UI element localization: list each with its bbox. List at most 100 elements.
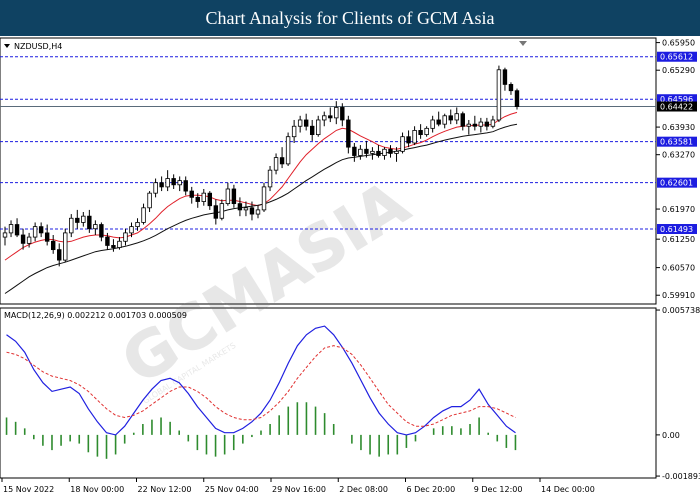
price-tick-label: 0.61250 [662,235,695,244]
level-price-tag [657,177,697,188]
candle-body [436,119,441,125]
time-tick-label: 2 Dec 08:00 [339,485,388,494]
time-tick-label: 18 Nov 00:00 [70,485,124,494]
signal-line [6,345,516,427]
candle-body [2,232,8,238]
level-price-tag [657,224,697,235]
candle-body [129,226,134,234]
candle-body [207,192,213,207]
candle-body [358,148,363,156]
candle-body [279,157,285,165]
candle-body [472,123,478,127]
candle-body [75,217,80,223]
candle-body [165,178,170,188]
chart-area: GCMASIA GLOBAL CAPITAL MARKETS 0.656120.… [0,37,700,494]
candle-body [406,136,411,144]
candle-body [249,207,255,215]
macd-line [6,325,516,436]
candle-body [514,90,520,107]
candle-body [87,215,92,230]
price-tick-label: 0.60570 [662,264,695,273]
candle-body [135,222,140,228]
candle-body [466,123,472,127]
time-tick-label: 29 Nov 16:00 [272,485,326,494]
candle-body [117,240,122,248]
candle-body [448,115,453,121]
candle-body [219,203,225,219]
ma-black-line [4,123,518,294]
candle-body [460,113,465,127]
candle-body [243,207,249,211]
candle-body [309,125,315,136]
candle-body [177,180,182,186]
time-tick-label: 9 Dec 12:00 [474,485,523,494]
candle-body [382,148,387,156]
macd-tick-label: 0.005738 [662,306,700,315]
candle-body [484,121,490,127]
price-tick-label: 0.65290 [662,66,695,75]
candle-body [57,249,62,261]
macd-tick-label: 0.00 [662,431,680,440]
candle-body [346,119,351,148]
time-tick-label: 6 Dec 20:00 [407,485,456,494]
price-axis: 0.65950 0.65290 0.63930 0.63270 0.61970 0.612… [656,39,700,481]
candle-body [213,205,219,219]
moving-averages [4,111,518,294]
candle-body [418,130,423,136]
macd-indicator [5,325,517,459]
level-price-label: 0.64422 [660,103,693,112]
candle-body [340,107,345,121]
candle-body [291,125,297,138]
price-tick-label: 0.63270 [662,151,695,160]
candle-body [430,119,435,129]
candle-body [111,245,116,248]
candle-body [171,178,176,186]
level-price-label: 0.65612 [660,53,693,62]
candle-body [201,192,206,202]
candle-body [20,234,26,244]
candle-body [285,136,291,165]
candle-body [153,182,158,194]
level-price-tag [657,94,697,105]
candle-body [225,188,231,205]
candle-body [388,148,393,154]
candle-body [159,182,164,188]
candle-body [322,115,327,121]
candle-body [303,119,309,127]
candle-body [261,186,267,211]
candle-body [502,69,508,85]
price-panel [0,37,657,305]
time-tick-label: 15 Nov 2022 [3,485,54,494]
level-price-label: 0.64596 [660,95,693,104]
candle-body [255,209,261,215]
time-axis: 15 Nov 2022 18 Nov 00:00 22 Nov 12:00 25 No… [1,478,595,494]
candle-body [364,148,369,154]
candle-body [63,232,68,261]
candle-body [26,236,32,244]
shift-marker-icon[interactable] [519,41,527,46]
candle-body [231,188,237,205]
candle-body [496,69,502,121]
level-price-label: 0.62601 [660,179,693,188]
banner-title: Chart Analysis for Clients of GCM Asia [0,0,700,36]
candle-body [376,150,381,156]
candle-body [478,121,484,127]
candle-body [123,232,128,242]
time-tick-label: 14 Dec 00:00 [541,485,595,494]
candle-body [81,215,86,223]
candle-body [267,169,273,188]
level-price-tag [657,136,697,147]
time-tick-label: 25 Nov 04:00 [205,485,259,494]
dropdown-triangle-icon[interactable] [4,44,10,48]
candle-body [44,232,50,242]
candle-body [424,127,429,136]
candle-body [8,224,14,234]
candle-body [141,207,146,223]
candle-body [195,196,200,202]
candle-body [442,115,447,125]
candle-body [105,236,110,246]
candle-body [334,107,339,119]
candle-body [490,119,496,127]
macd-tick-label: -0.001893 [662,472,700,481]
